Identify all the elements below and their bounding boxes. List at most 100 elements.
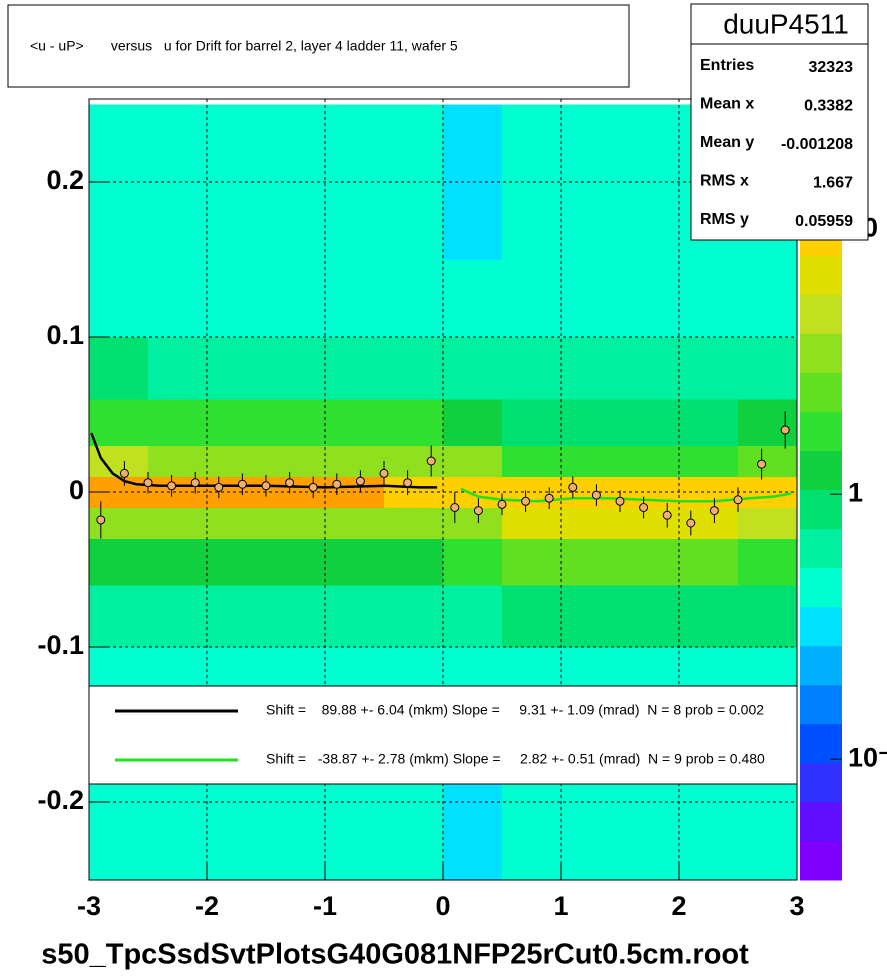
- x-tick-label: -1: [313, 891, 337, 921]
- heat-cell: [89, 538, 149, 586]
- heat-cell: [266, 538, 326, 586]
- heat-cell: [738, 445, 797, 477]
- heat-cell: [325, 259, 385, 338]
- heat-cell: [502, 585, 562, 648]
- stats-label: Entries: [700, 57, 754, 74]
- heat-cell: [443, 585, 503, 648]
- colorbar-step: [800, 723, 842, 764]
- profile-point: [757, 459, 767, 469]
- heat-cell: [443, 507, 503, 539]
- profile-point: [308, 482, 318, 492]
- heat-cell: [443, 337, 503, 400]
- heat-cell: [679, 538, 739, 586]
- profile-points: [96, 411, 790, 539]
- colorbar-step: [800, 372, 842, 412]
- profile-point: [237, 479, 247, 489]
- profile-point: [355, 476, 365, 486]
- x-tick-label: -3: [77, 891, 101, 921]
- stats-value: 1.667: [813, 175, 853, 192]
- profile-point: [285, 478, 295, 488]
- heat-cell: [561, 507, 621, 539]
- heat-cell: [679, 399, 739, 446]
- heat-cell: [561, 538, 621, 586]
- stats-value: -0.001208: [781, 136, 853, 153]
- heat-cell: [679, 585, 739, 648]
- fits: [90, 432, 792, 503]
- y-tick-label: -0.1: [37, 630, 84, 660]
- profile-point: [544, 493, 554, 503]
- profile-point: [521, 496, 531, 506]
- heat-cell: [443, 399, 503, 446]
- y-tick-label: 0: [69, 475, 84, 505]
- profile-point: [96, 515, 106, 525]
- heat-cell: [502, 259, 562, 338]
- profile-point: [591, 490, 601, 500]
- heat-cell: [325, 337, 385, 400]
- colorbar-step: [800, 684, 842, 725]
- heat-cell: [325, 507, 385, 539]
- heat-cell: [443, 445, 503, 477]
- heat-cell: [89, 399, 149, 446]
- heat-cell: [620, 445, 680, 477]
- profile-point: [119, 468, 129, 478]
- heat-cell: [502, 445, 562, 477]
- heat-cell: [679, 445, 739, 477]
- heat-cell: [89, 337, 149, 400]
- y-tick-label: 0.1: [46, 320, 84, 350]
- heat-cell: [325, 399, 385, 446]
- heat-cell: [207, 507, 267, 539]
- heat-cell: [384, 399, 444, 446]
- legend: Shift = 89.88 +- 6.04 (mkm) Slope = 9.31…: [88, 685, 798, 785]
- profile-point: [686, 518, 696, 528]
- profile-point: [473, 506, 483, 516]
- colorbar-step: [800, 294, 842, 334]
- heat-cell: [738, 538, 797, 586]
- heat-cell: [502, 538, 562, 586]
- colorbar-step: [800, 567, 842, 608]
- stats-label: RMS y: [700, 211, 749, 228]
- heat-cell: [738, 507, 797, 539]
- fit-line: [90, 432, 438, 489]
- heat-cell: [266, 399, 326, 446]
- colorbar-step: [800, 840, 842, 881]
- colorbar: 10110⁻¹: [800, 99, 887, 881]
- z-tick-label: 1: [848, 477, 863, 507]
- heat-cell: [207, 445, 267, 477]
- heat-cell: [207, 399, 267, 446]
- heat-cell: [443, 538, 503, 586]
- heat-cell: [620, 585, 680, 648]
- heat-cell: [620, 399, 680, 446]
- stats-frame: [690, 3, 869, 241]
- heat-cell: [738, 337, 797, 400]
- x-tick-label: 0: [435, 891, 450, 921]
- colorbar-step: [800, 333, 842, 373]
- heat-cell: [502, 507, 562, 539]
- profile-point: [214, 482, 224, 492]
- stats-box: duuP4511 Entries 32323 Mean x 0.3382 Mean y -…: [690, 3, 869, 241]
- heat-cell: [620, 538, 680, 586]
- legend-box: [88, 685, 798, 785]
- heat-cell: [502, 337, 562, 400]
- heat-cell: [738, 585, 797, 648]
- heat-cell: [384, 337, 444, 400]
- heat-cell: [325, 445, 385, 477]
- footer: s50_TpcSsdSvtPlotsG40G081NFP25rCut0.5cm.…: [41, 939, 749, 971]
- heat-cell: [266, 507, 326, 539]
- profile-point: [733, 495, 743, 505]
- stats-value: 32323: [809, 59, 854, 76]
- legend-label: Shift = -38.87 +- 2.78 (mkm) Slope = 2.8…: [266, 751, 765, 767]
- heat-cell: [325, 538, 385, 586]
- heat-cell: [443, 259, 503, 338]
- heat-cell: [620, 507, 680, 539]
- heat-cell: [738, 259, 797, 338]
- heat-cell: [679, 259, 739, 338]
- profile-point: [709, 506, 719, 516]
- fit-line: [460, 487, 792, 503]
- heat-cell: [89, 585, 149, 648]
- stats-title: duuP4511: [723, 8, 849, 39]
- profile-point: [143, 478, 153, 488]
- stats-label: Mean x: [700, 96, 754, 113]
- heat-cell: [266, 445, 326, 477]
- profile-point: [261, 481, 271, 491]
